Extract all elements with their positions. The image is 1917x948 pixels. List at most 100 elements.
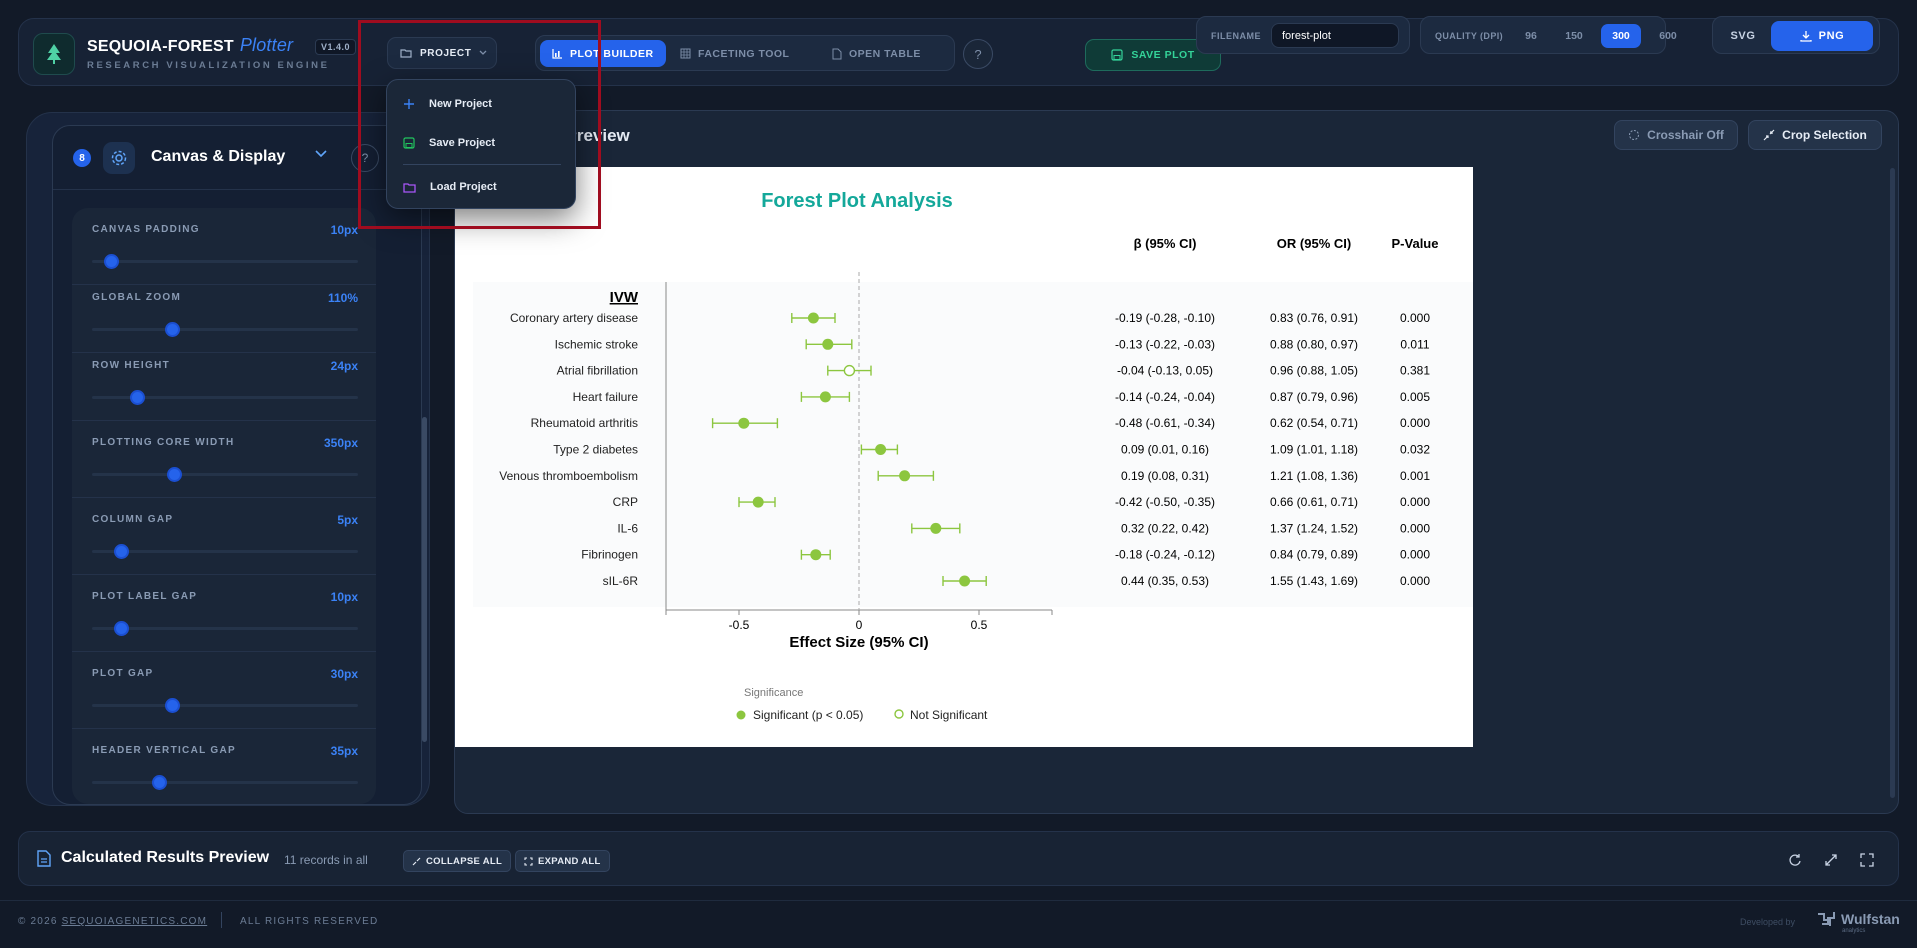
- settings-card-header[interactable]: 8 Canvas & Display ?: [53, 126, 421, 190]
- folder-icon: [400, 49, 412, 58]
- x-tick-label: -0.5: [729, 618, 750, 632]
- tab-faceting-tool-label: FACETING TOOL: [698, 47, 790, 60]
- dpi-option-150[interactable]: 150: [1565, 30, 1583, 42]
- filename-input[interactable]: [1271, 23, 1399, 48]
- menu-item-load-project-label: Load Project: [430, 181, 497, 193]
- crosshair-toggle-button[interactable]: Crosshair Off: [1614, 120, 1738, 150]
- beta-ci-cell: -0.48 (-0.61, -0.34): [1115, 416, 1215, 430]
- slider-track[interactable]: [92, 328, 358, 331]
- tab-open-table[interactable]: OPEN TABLE: [820, 40, 933, 67]
- setting-label: CANVAS PADDING: [92, 224, 200, 235]
- p-value-cell: 0.005: [1400, 390, 1430, 404]
- setting-global-zoom: GLOBAL ZOOM 110%: [72, 276, 376, 353]
- slider-track[interactable]: [92, 704, 358, 707]
- developer-brand-name: Wulfstan: [1841, 911, 1900, 927]
- slider-thumb[interactable]: [164, 322, 180, 337]
- point-estimate: [819, 391, 831, 403]
- tab-plot-builder[interactable]: PLOT BUILDER: [540, 40, 666, 67]
- p-value-cell: 0.000: [1400, 495, 1430, 509]
- expand-icon: [524, 856, 533, 866]
- tab-faceting-tool[interactable]: FACETING TOOL: [668, 40, 801, 67]
- setting-label: PLOT GAP: [92, 668, 154, 679]
- bar-chart-icon: [552, 49, 562, 59]
- slider-thumb[interactable]: [130, 390, 146, 405]
- point-estimate: [752, 496, 764, 508]
- point-estimate: [822, 338, 834, 350]
- p-value-cell: 0.000: [1400, 574, 1430, 588]
- x-axis-label: Effect Size (95% CI): [789, 634, 928, 651]
- point-estimate: [899, 470, 911, 482]
- preview-scrollbar[interactable]: [1890, 168, 1895, 798]
- sidebar-scrollbar[interactable]: [422, 417, 427, 742]
- menu-item-load-project[interactable]: Load Project: [403, 177, 497, 197]
- slider-thumb[interactable]: [114, 544, 130, 559]
- crosshair-icon: [1629, 130, 1640, 140]
- forest-plot: Forest Plot Analysis IVW β (95% CI) OR (95…: [473, 190, 1473, 722]
- project-dropdown-menu: New Project Save Project Load Project: [386, 79, 576, 209]
- row-label: Ischemic stroke: [555, 337, 639, 351]
- export-png-button[interactable]: PNG: [1771, 21, 1873, 51]
- slider-thumb[interactable]: [167, 467, 183, 482]
- fullscreen-icon[interactable]: [1857, 850, 1877, 870]
- crop-selection-button[interactable]: Crop Selection: [1748, 120, 1882, 150]
- setting-plot-gap: PLOT GAP 30px: [72, 652, 376, 729]
- chevron-down-icon[interactable]: [315, 150, 327, 158]
- results-title: Calculated Results Preview: [61, 849, 270, 866]
- row-label: Heart failure: [573, 390, 639, 404]
- slider-thumb[interactable]: [151, 775, 167, 790]
- slider-track[interactable]: [92, 627, 358, 630]
- group-label: IVW: [610, 289, 639, 306]
- export-svg-button[interactable]: SVG: [1730, 29, 1756, 42]
- dpi-option-96[interactable]: 96: [1525, 30, 1537, 42]
- crop-icon: [1763, 129, 1775, 141]
- row-label: Venous thromboembolism: [499, 469, 638, 483]
- dpi-option-600[interactable]: 600: [1659, 30, 1677, 42]
- collapse-all-button[interactable]: COLLAPSE ALL: [403, 850, 512, 872]
- slider-track[interactable]: [92, 473, 358, 476]
- app-title-accent: Plotter: [239, 35, 294, 55]
- results-preview-bar: Calculated Results Preview 11 records in…: [18, 831, 1899, 886]
- dpi-option-300[interactable]: 300: [1601, 24, 1641, 48]
- slider-track[interactable]: [92, 781, 358, 784]
- developed-by-label: Developed by: [1740, 917, 1796, 927]
- developer-brand[interactable]: Wulfstan: [1816, 910, 1900, 928]
- point-estimate: [959, 575, 971, 587]
- or-ci-cell: 1.21 (1.08, 1.36): [1270, 469, 1358, 483]
- or-ci-cell: 1.55 (1.43, 1.69): [1270, 574, 1358, 588]
- slider-track[interactable]: [92, 260, 358, 263]
- slider-thumb[interactable]: [103, 254, 119, 269]
- legend-label-significant: Significant (p < 0.05): [753, 708, 863, 722]
- project-menu-label: PROJECT: [420, 47, 472, 59]
- footer-divider: [0, 900, 1917, 901]
- refresh-icon[interactable]: [1785, 850, 1805, 870]
- copyright-text: © 2026: [18, 916, 58, 927]
- slider-thumb[interactable]: [114, 621, 130, 636]
- crosshair-label: Crosshair Off: [1647, 128, 1724, 142]
- resize-icon[interactable]: [1821, 850, 1841, 870]
- x-tick-label: 0.5: [971, 618, 988, 632]
- menu-item-save-project[interactable]: Save Project: [403, 133, 495, 153]
- site-link[interactable]: SEQUOIAGENETICS.COM: [61, 916, 208, 927]
- beta-ci-cell: -0.04 (-0.13, 0.05): [1117, 364, 1213, 378]
- menu-item-save-project-label: Save Project: [429, 137, 496, 149]
- project-menu-button[interactable]: PROJECT: [387, 37, 497, 69]
- expand-all-button[interactable]: EXPAND ALL: [515, 850, 610, 872]
- p-value-cell: 0.001: [1400, 469, 1430, 483]
- point-estimate: [807, 312, 819, 324]
- or-ci-cell: 1.37 (1.24, 1.52): [1270, 521, 1358, 535]
- slider-track[interactable]: [92, 550, 358, 553]
- plus-icon: [404, 99, 414, 109]
- legend-title: Significance: [744, 687, 803, 699]
- menu-item-new-project[interactable]: New Project: [403, 94, 492, 114]
- help-icon[interactable]: ?: [351, 144, 379, 172]
- help-icon[interactable]: ?: [963, 39, 993, 69]
- plot-canvas[interactable]: Forest Plot Analysis IVW β (95% CI) OR (95…: [455, 167, 1473, 747]
- p-value-cell: 0.381: [1400, 364, 1430, 378]
- version-badge: V1.4.0: [315, 39, 357, 55]
- slider-track[interactable]: [92, 396, 358, 399]
- row-label: sIL-6R: [603, 574, 639, 588]
- app-title: SEQUOIA-FOREST Plotter: [87, 35, 294, 55]
- slider-thumb[interactable]: [164, 698, 180, 713]
- setting-value: 24px: [330, 359, 358, 373]
- row-label: Type 2 diabetes: [553, 443, 638, 457]
